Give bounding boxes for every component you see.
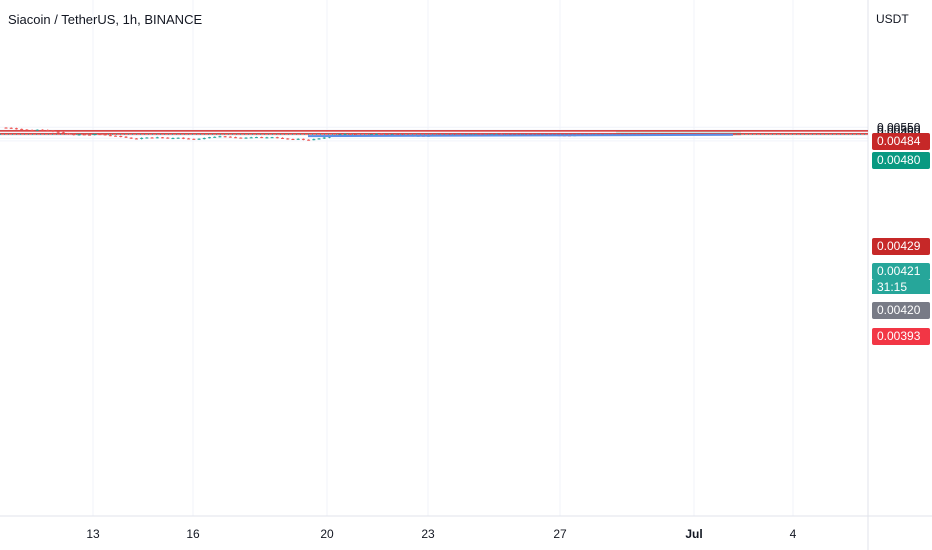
candle-body xyxy=(4,127,8,129)
candle-body xyxy=(270,137,274,139)
candle-body xyxy=(296,138,300,140)
candle-body xyxy=(46,130,50,131)
candle-body xyxy=(249,137,253,139)
candle-body xyxy=(281,137,285,139)
candle-body xyxy=(275,137,279,139)
candle-body xyxy=(218,136,222,138)
candle-body xyxy=(176,137,180,139)
candle-body xyxy=(77,134,81,136)
candle-body xyxy=(181,137,185,139)
candle-body xyxy=(228,136,232,138)
candle-body xyxy=(260,137,264,139)
candle-body xyxy=(192,138,196,140)
candle-body xyxy=(213,136,217,138)
candle-body xyxy=(20,128,24,130)
candle-body xyxy=(223,136,227,138)
y-tick-label: 0.00550 xyxy=(877,120,921,134)
candle-body xyxy=(87,134,91,136)
x-tick-label: Jul xyxy=(685,527,702,541)
candle-body xyxy=(14,128,18,130)
candle-body xyxy=(202,138,206,140)
candle-body xyxy=(187,138,191,140)
target-price-label: 0.00480 xyxy=(872,152,930,169)
candle-body xyxy=(150,137,154,139)
candle-body xyxy=(72,134,76,136)
candle-body xyxy=(307,139,311,141)
current-price-label: 0.00421 xyxy=(872,263,930,280)
x-tick-label: 13 xyxy=(86,527,100,541)
candle-body xyxy=(354,134,358,136)
candle-body xyxy=(338,134,342,136)
candle-body xyxy=(171,138,175,140)
candle-countdown: 31:15 xyxy=(872,280,930,294)
candle-body xyxy=(114,135,118,137)
candle-body xyxy=(291,139,295,141)
candle-body xyxy=(166,137,170,139)
candle-body xyxy=(265,137,269,139)
resistance-top-price-label: 0.00484 xyxy=(872,133,930,150)
candle-body xyxy=(374,133,378,135)
x-tick-label: 23 xyxy=(421,527,435,541)
candle-body xyxy=(234,137,238,139)
x-tick-label: 16 xyxy=(186,527,200,541)
candle-body xyxy=(25,129,29,131)
support-trendline xyxy=(307,133,734,138)
chart-title: Siacoin / TetherUS, 1h, BINANCE xyxy=(8,12,203,27)
candle-body xyxy=(244,137,248,139)
candle-body xyxy=(239,137,243,139)
candle-body xyxy=(9,127,13,129)
candle-body xyxy=(56,131,60,133)
candle-body xyxy=(103,134,107,136)
resistance-mid-price-label: 0.00429 xyxy=(872,238,930,255)
stop-price-label: 0.00393 xyxy=(872,328,930,345)
candle-body xyxy=(312,139,316,141)
candle-body xyxy=(348,133,352,135)
candle-body xyxy=(317,138,321,140)
candle-body xyxy=(286,138,290,140)
candle-body xyxy=(380,133,384,135)
profit-zone xyxy=(616,131,741,135)
candle-body xyxy=(124,136,128,138)
candle-body xyxy=(254,137,258,139)
x-tick-label: 4 xyxy=(790,527,797,541)
candle-body xyxy=(161,137,165,139)
candle-body xyxy=(82,134,86,136)
candle-body xyxy=(30,130,34,131)
candle-body xyxy=(108,135,112,137)
candle-body xyxy=(322,137,326,139)
candle-body xyxy=(134,138,138,140)
candle-body xyxy=(155,137,159,139)
x-tick-label: 20 xyxy=(320,527,334,541)
candle-body xyxy=(343,133,347,135)
candle-body xyxy=(301,138,305,140)
candle-body xyxy=(67,133,71,135)
candle-body xyxy=(145,137,149,139)
candle-body xyxy=(119,136,123,138)
candle-body xyxy=(385,134,389,136)
candle-body xyxy=(35,129,39,131)
candle-body xyxy=(41,129,45,131)
entry-price-label: 0.00420 xyxy=(872,302,930,319)
candle-body xyxy=(140,137,144,139)
candle-body xyxy=(61,132,65,134)
currency-label: USDT xyxy=(876,12,909,26)
candle-body xyxy=(207,137,211,139)
candle-body xyxy=(98,134,102,136)
candle-body xyxy=(51,130,55,132)
x-tick-label: 27 xyxy=(553,527,567,541)
candle-body xyxy=(197,138,201,140)
candle-body xyxy=(93,134,97,136)
candle-body xyxy=(129,137,133,139)
